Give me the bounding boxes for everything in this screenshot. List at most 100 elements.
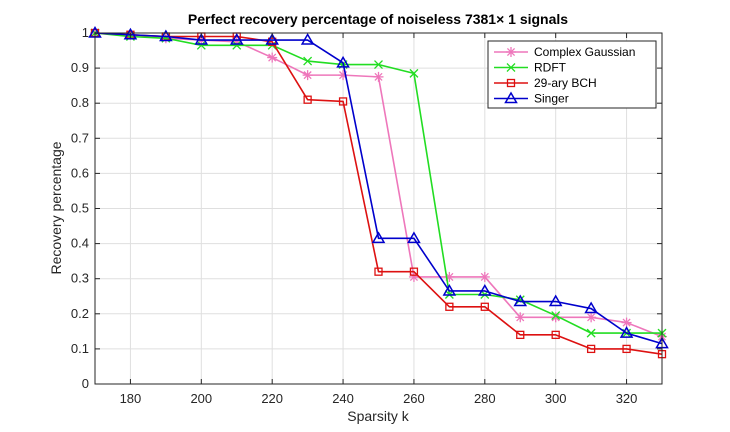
data-point <box>303 95 312 104</box>
square-marker <box>551 330 560 340</box>
marker-stroke <box>303 71 312 80</box>
triangle-marker <box>300 33 315 45</box>
asterisk-marker <box>373 71 384 82</box>
square-marker <box>409 267 419 276</box>
data-point <box>480 302 489 311</box>
triangle-marker <box>513 294 528 307</box>
data-point <box>229 33 244 45</box>
marker-stroke <box>516 313 525 322</box>
marker-stroke <box>515 295 525 305</box>
x-tick-label: 260 <box>403 391 425 406</box>
triangle-marker <box>478 283 492 296</box>
triangle-marker <box>123 27 138 40</box>
y-tick-label: 0.3 <box>71 271 89 286</box>
square-marker <box>338 97 348 106</box>
x-marker <box>196 40 206 50</box>
data-point <box>409 267 419 276</box>
x-marker <box>515 295 525 305</box>
marker-stroke <box>551 313 560 322</box>
marker-stroke <box>303 56 313 66</box>
legend-label: RDFT <box>534 61 567 75</box>
data-point <box>515 295 525 305</box>
data-point <box>374 267 383 276</box>
y-tick-label: 0.6 <box>71 165 89 180</box>
data-point <box>373 71 384 82</box>
data-point <box>374 60 383 70</box>
x-tick-label: 220 <box>261 391 283 406</box>
y-tick-label: 0 <box>82 376 89 391</box>
asterisk-marker <box>479 271 490 282</box>
asterisk-marker <box>586 312 597 323</box>
data-point <box>196 40 206 50</box>
x-marker <box>551 311 561 321</box>
triangle-marker <box>336 55 350 68</box>
data-point <box>409 68 419 78</box>
series-line <box>94 32 663 345</box>
data-point <box>159 29 173 42</box>
triangle-marker <box>159 29 173 42</box>
legend-item-complex-gaussian: Complex Gaussian <box>494 45 635 59</box>
series-29-ary-bch <box>90 28 667 359</box>
series-line <box>94 32 663 355</box>
x-axis-label: Sparsity k <box>347 408 409 424</box>
x-marker <box>586 328 596 338</box>
axis-ticks: 180 200 220 240 260 280 300 320 0 0.1 0.2 0.3 0.4 0.5… <box>71 25 662 406</box>
data-point <box>302 70 313 81</box>
data-point <box>586 328 596 338</box>
marker-stroke <box>587 313 596 322</box>
chart-title: Perfect recovery percentage of noiseless… <box>188 11 568 27</box>
data-point <box>442 283 457 296</box>
marker-stroke <box>586 328 596 338</box>
triangle-marker <box>229 33 244 45</box>
square-marker <box>303 95 312 104</box>
y-tick-label: 0.9 <box>71 60 89 75</box>
data-point <box>267 52 278 63</box>
data-point <box>586 344 596 354</box>
y-tick-label: 1 <box>82 25 89 40</box>
y-tick-label: 0.7 <box>71 130 89 145</box>
square-marker <box>374 267 383 276</box>
x-tick-label: 320 <box>616 391 638 406</box>
asterisk-marker <box>267 52 278 63</box>
x-marker <box>506 63 516 72</box>
legend-item-singer: Singer <box>494 92 569 106</box>
marker-stroke <box>196 40 206 50</box>
data-point <box>551 311 561 321</box>
y-tick-label: 0.4 <box>71 236 89 251</box>
data-point <box>478 283 492 296</box>
legend-label: 29-ary BCH <box>534 76 597 90</box>
square-marker <box>480 302 489 311</box>
x-marker <box>232 40 242 50</box>
triangle-marker <box>584 301 598 314</box>
x-marker <box>374 60 383 70</box>
data-point <box>619 326 634 338</box>
asterisk-marker <box>621 317 632 328</box>
y-tick-label: 0.8 <box>71 95 89 110</box>
square-marker <box>506 78 516 88</box>
data-point <box>621 317 632 328</box>
series-lines <box>88 26 669 359</box>
legend-label: Singer <box>534 92 569 106</box>
marker-stroke <box>480 272 489 282</box>
square-marker <box>445 302 454 311</box>
marker-stroke <box>506 63 516 72</box>
asterisk-marker <box>515 312 526 323</box>
y-tick-label: 0.1 <box>71 341 89 356</box>
x-tick-label: 280 <box>474 391 496 406</box>
y-axis-label: Recovery percentage <box>48 141 64 274</box>
data-point <box>445 302 454 311</box>
triangle-marker <box>442 283 457 296</box>
y-tick-label: 0.5 <box>71 201 89 216</box>
marker-stroke <box>374 60 383 70</box>
legend-item-rdft: RDFT <box>494 61 567 75</box>
data-point <box>550 312 561 323</box>
marker-stroke <box>622 318 631 327</box>
data-point <box>371 231 386 244</box>
data-point <box>584 301 598 314</box>
x-tick-label: 300 <box>545 391 567 406</box>
data-point <box>516 330 525 340</box>
square-marker <box>586 344 596 354</box>
